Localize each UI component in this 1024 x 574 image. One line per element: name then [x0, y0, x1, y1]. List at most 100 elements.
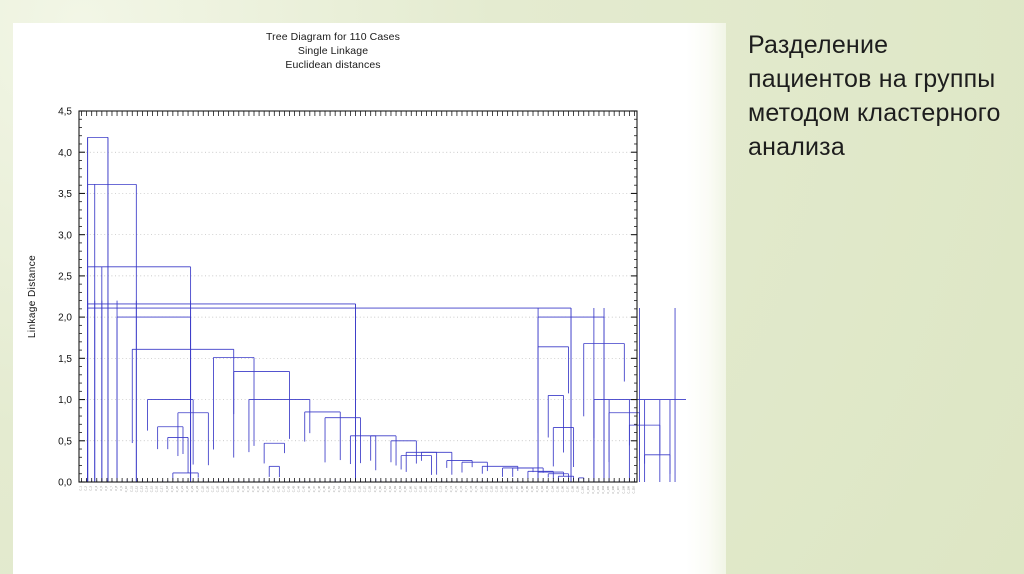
x-tick-label: C_79 — [474, 485, 478, 492]
x-tick-label: C_80 — [479, 485, 483, 492]
x-tick-label: C_18 — [165, 485, 169, 492]
x-tick-label: C_40 — [276, 485, 280, 492]
x-tick-label: C_101 — [586, 485, 590, 493]
y-tick-labels: 0,0 0,5 1,0 1,5 2,0 2,5 3,0 3,5 4,0 4,5 — [58, 107, 72, 489]
dendrogram-svg: 0,00,51,01,52,02,53,03,54,04,5 C_1 C_2 C_3… — [27, 107, 712, 494]
x-tick-label: C_19 — [170, 485, 174, 492]
x-tick-label: C_74 — [449, 485, 453, 492]
x-tick-label: C_13 — [139, 485, 143, 492]
x-tick-label: C_32 — [236, 485, 240, 492]
x-tick-label: C_30 — [226, 485, 230, 492]
x-tick-label: C_92 — [540, 485, 544, 492]
x-tick-label: C_25 — [200, 485, 204, 492]
x-tick-label: C_20 — [175, 485, 179, 492]
x-tick-label: C_55 — [352, 485, 356, 492]
x-tick-label: C_61 — [383, 485, 387, 492]
x-tick-label: C_82 — [489, 485, 493, 492]
x-tick-label: C_28 — [216, 485, 220, 492]
x-tick-label: C_73 — [444, 485, 448, 492]
x-tick-label: C_35 — [251, 485, 255, 492]
x-tick-label: C_77 — [464, 485, 468, 492]
y-tick-label: 1,5 — [58, 354, 72, 365]
x-tick-label: C_100 — [581, 485, 585, 493]
x-tick-label: C_96 — [560, 485, 564, 492]
x-tick-label: C_95 — [555, 485, 559, 492]
x-tick-label: C_83 — [495, 485, 499, 492]
chart-panel: Tree Diagram for 110 Cases Single Linkag… — [13, 23, 712, 574]
x-tick-label: C_56 — [358, 485, 362, 492]
x-tick-label: C_93 — [545, 485, 549, 492]
y-tick-label: 3,5 — [58, 189, 72, 200]
x-tick-label: C_94 — [550, 485, 554, 492]
x-tick-label: C_45 — [302, 485, 306, 492]
x-tick-label: C_88 — [520, 485, 524, 492]
x-tick-label: C_62 — [388, 485, 392, 492]
x-tick-label: C_59 — [373, 485, 377, 492]
x-tick-label: C_103 — [596, 485, 600, 493]
x-tick-label: C_46 — [307, 485, 311, 492]
x-tick-label: C_2 — [84, 485, 88, 490]
x-tick-labels: C_1 C_2 C_3 C_4 C_5 C_6 C_7 C_8 C_9 C_10 C_11 C_12 C… — [79, 485, 636, 493]
x-tick-label: C_76 — [459, 485, 463, 492]
x-tick-label: C_63 — [393, 485, 397, 492]
x-tick-label: C_42 — [287, 485, 291, 492]
y-tick-label: 2,0 — [58, 313, 72, 324]
x-tick-label: C_43 — [292, 485, 296, 492]
x-tick-label: C_8 — [114, 485, 118, 490]
x-tick-label: C_70 — [429, 485, 433, 492]
x-tick-label: C_60 — [378, 485, 382, 492]
x-tick-label: C_47 — [312, 485, 316, 492]
y-axis-title: Linkage Distance — [27, 255, 38, 338]
y-tick-label: 2,5 — [58, 271, 72, 282]
y-tick-label: 0,5 — [58, 436, 72, 447]
x-tick-label: C_24 — [195, 485, 199, 492]
x-tick-label: C_67 — [413, 485, 417, 492]
x-tick-label: C_26 — [205, 485, 209, 492]
x-tick-label: C_29 — [221, 485, 225, 492]
dendrogram-lines — [81, 136, 712, 482]
x-tick-label: C_110 — [631, 485, 635, 493]
y-axis-title: Linkage Distance — [27, 255, 38, 338]
x-tick-label: C_41 — [281, 485, 285, 492]
x-tick-label: C_91 — [535, 485, 539, 492]
y-tick-label: 4,0 — [58, 148, 72, 159]
x-tick-label: C_102 — [591, 485, 595, 493]
x-tick-label: C_105 — [606, 485, 610, 493]
x-tick-label: C_54 — [347, 485, 351, 492]
x-tick-label: C_86 — [510, 485, 514, 492]
chart-title: Tree Diagram for 110 Cases — [266, 31, 400, 43]
x-tick-label: C_23 — [190, 485, 194, 492]
x-tick-label: C_109 — [626, 485, 630, 493]
x-tick-label: C_89 — [525, 485, 529, 492]
x-tick-label: C_72 — [439, 485, 443, 492]
x-tick-label: C_78 — [469, 485, 473, 492]
x-tick-label: C_6 — [104, 485, 108, 490]
slide-caption: Разделение пациентов на группы методом к… — [748, 31, 1001, 161]
x-tick-label: C_85 — [505, 485, 509, 492]
x-tick-label: C_51 — [332, 485, 336, 492]
y-tick-label: 1,0 — [58, 395, 72, 406]
x-tick-label: C_81 — [484, 485, 488, 492]
x-tick-label: C_97 — [566, 485, 570, 492]
x-tick-label: C_12 — [134, 485, 138, 492]
x-tick-label: C_98 — [571, 485, 575, 492]
axes-group — [78, 110, 638, 483]
x-tick-label: C_31 — [231, 485, 235, 492]
x-tick-label: C_106 — [611, 485, 615, 493]
chart-title-block: Tree Diagram for 110 Cases Single Linkag… — [13, 30, 653, 72]
dendrogram-plot: 0,0 0,5 1,0 1,5 2,0 2,5 3,0 3,5 4,0 4,5 C_1 C_2 C_3… — [13, 23, 712, 523]
y-tick-label: 0,0 — [58, 478, 72, 489]
x-tick-label: C_38 — [266, 485, 270, 492]
x-tick-label: C_50 — [327, 485, 331, 492]
x-tick-label: C_52 — [337, 485, 341, 492]
y-tick-label: 3,0 — [58, 230, 72, 241]
x-tick-label: C_65 — [403, 485, 407, 492]
x-tick-label: C_10 — [124, 485, 128, 492]
x-tick-label: C_17 — [160, 485, 164, 492]
x-tick-label: C_9 — [119, 485, 123, 490]
x-tick-label: C_87 — [515, 485, 519, 492]
x-tick-label: C_99 — [576, 485, 580, 492]
x-tick-label: C_66 — [408, 485, 412, 492]
x-tick-label: C_44 — [297, 485, 301, 492]
